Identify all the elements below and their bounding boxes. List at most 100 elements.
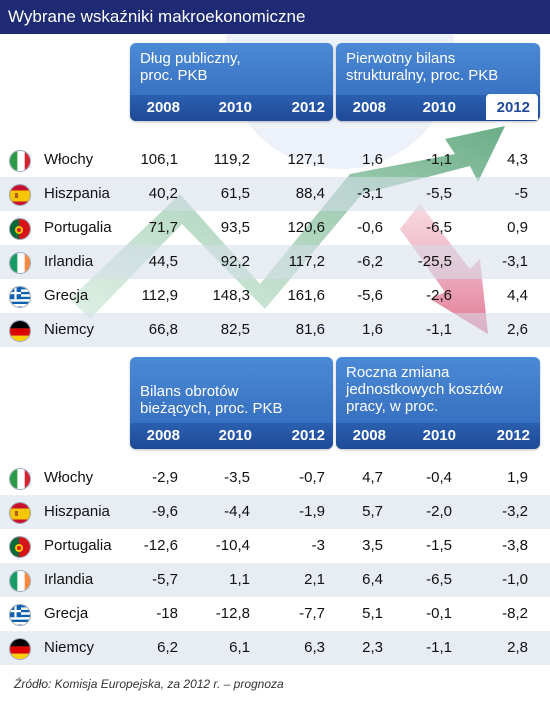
table-cell: 2,6 xyxy=(507,321,528,338)
country-name: Włochy xyxy=(44,469,94,486)
table-cell: 5,7 xyxy=(362,503,383,520)
table-cell: 4,7 xyxy=(362,469,383,486)
table-cell: 66,8 xyxy=(148,321,178,338)
table-row: Grecja 112,9 148,3 161,6 -5,6 -2,6 4,4 xyxy=(0,279,550,313)
table-cell: -0,6 xyxy=(357,219,383,236)
table-cell: 71,7 xyxy=(148,219,178,236)
country-name: Hiszpania xyxy=(44,503,110,520)
country-name: Irlandia xyxy=(44,571,94,588)
table-cell: -4,4 xyxy=(224,503,250,520)
panel-title-line: strukturalny, proc. PKB xyxy=(346,67,499,84)
panel-title-line: Dług publiczny, xyxy=(140,50,241,67)
table-cell: 5,1 xyxy=(362,605,383,622)
page-title: Wybrane wskaźniki makroekonomiczne xyxy=(0,0,550,34)
table-cell: -3,5 xyxy=(224,469,250,486)
table-cell: -3,1 xyxy=(357,185,383,202)
table-row: Grecja -18 -12,8 -7,7 5,1 -0,1 -8,2 xyxy=(0,597,550,631)
table-cell: 92,2 xyxy=(220,253,250,270)
table-cell: 4,4 xyxy=(507,287,528,304)
table-cell: -3 xyxy=(311,537,325,554)
year-label: 2010 xyxy=(218,99,252,116)
panel-title-line: jednostkowych kosztów xyxy=(346,381,503,398)
country-name: Hiszpania xyxy=(44,185,110,202)
gr-flag-icon xyxy=(9,286,31,308)
table-row: Niemcy 6,2 6,1 6,3 2,3 -1,1 2,8 xyxy=(0,631,550,665)
table-row: Irlandia -5,7 1,1 2,1 6,4 -6,5 -1,0 xyxy=(0,563,550,597)
table-cell: -1,1 xyxy=(426,151,452,168)
year-label: 2012 xyxy=(291,427,325,444)
year-label: 2008 xyxy=(146,427,180,444)
table-cell: 6,2 xyxy=(157,639,178,656)
table-cell: 127,1 xyxy=(287,151,325,168)
table-cell: -3,2 xyxy=(502,503,528,520)
panel-header-structural-balance: Pierwotny bilans strukturalny, proc. PKB… xyxy=(336,43,540,121)
year-label: 2012 xyxy=(291,99,325,116)
table-cell: 40,2 xyxy=(148,185,178,202)
table-cell: -9,6 xyxy=(152,503,178,520)
table-cell: 1,6 xyxy=(362,151,383,168)
table-cell: 4,3 xyxy=(507,151,528,168)
country-name: Niemcy xyxy=(44,639,95,656)
table-cell: -7,7 xyxy=(299,605,325,622)
table-cell: 61,5 xyxy=(220,185,250,202)
table-cell: 1,1 xyxy=(229,571,250,588)
table-row: Portugalia -12,6 -10,4 -3 3,5 -1,5 -3,8 xyxy=(0,529,550,563)
pt-flag-icon xyxy=(9,218,31,240)
table-cell: 1,9 xyxy=(507,469,528,486)
year-label: 2010 xyxy=(422,427,456,444)
year-label: 2012 xyxy=(496,99,530,116)
table-cell: 1,6 xyxy=(362,321,383,338)
panel-title-line: Pierwotny bilans xyxy=(346,50,456,67)
country-name: Włochy xyxy=(44,151,94,168)
table-cell: 117,2 xyxy=(288,253,325,270)
it-flag-icon xyxy=(9,150,31,172)
table-cell: 6,1 xyxy=(229,639,250,656)
table-cell: 6,4 xyxy=(362,571,383,588)
table-cell: -10,4 xyxy=(215,537,250,554)
panel-title-line: pracy, w proc. xyxy=(346,398,439,415)
table-cell: -5,7 xyxy=(152,571,178,588)
table-cell: 120,6 xyxy=(287,219,325,236)
year-label: 2008 xyxy=(352,99,386,116)
year-tab-highlight xyxy=(486,94,538,120)
table-cell: 93,5 xyxy=(220,219,250,236)
table-row: Hiszpania -9,6 -4,4 -1,9 5,7 -2,0 -3,2 xyxy=(0,495,550,529)
country-name: Irlandia xyxy=(44,253,94,270)
panel-title-line: bieżących, proc. PKB xyxy=(140,400,283,417)
table-cell: 148,3 xyxy=(212,287,250,304)
table-row: Irlandia 44,5 92,2 117,2 -6,2 -25,5 -3,1 xyxy=(0,245,550,279)
table-cell: -1,9 xyxy=(299,503,325,520)
table-cell: -2,9 xyxy=(152,469,178,486)
table-cell: -1,0 xyxy=(502,571,528,588)
table-cell: -5,5 xyxy=(426,185,452,202)
table-cell: -5 xyxy=(514,185,528,202)
table-row: Portugalia 71,7 93,5 120,6 -0,6 -6,5 0,9 xyxy=(0,211,550,245)
table-cell: -0,7 xyxy=(299,469,325,486)
table-row: Włochy -2,9 -3,5 -0,7 4,7 -0,4 1,9 xyxy=(0,461,550,495)
ie-flag-icon xyxy=(9,252,31,274)
country-name: Niemcy xyxy=(44,321,95,338)
ie-flag-icon xyxy=(9,570,31,592)
panel-header-current-account: Bilans obrotów bieżących, proc. PKB 2008… xyxy=(130,357,333,449)
es-flag-icon xyxy=(9,502,31,524)
table-row: Hiszpania 40,2 61,5 88,4 -3,1 -5,5 -5 xyxy=(0,177,550,211)
table-cell: -6,5 xyxy=(426,219,452,236)
table-cell: -0,4 xyxy=(426,469,452,486)
table-cell: -3,8 xyxy=(502,537,528,554)
table-cell: -0,1 xyxy=(426,605,452,622)
table-cell: 161,6 xyxy=(287,287,325,304)
table-cell: -2,0 xyxy=(426,503,452,520)
table-cell: 2,1 xyxy=(304,571,325,588)
table-cell: -6,5 xyxy=(426,571,452,588)
table-cell: 112,9 xyxy=(141,287,178,304)
table-cell: -1,5 xyxy=(426,537,452,554)
de-flag-icon xyxy=(9,320,31,342)
table-cell: 0,9 xyxy=(507,219,528,236)
table-row: Włochy 106,1 119,2 127,1 1,6 -1,1 4,3 xyxy=(0,143,550,177)
year-label: 2010 xyxy=(422,99,456,116)
country-name: Portugalia xyxy=(44,537,112,554)
it-flag-icon xyxy=(9,468,31,490)
table-cell: -1,1 xyxy=(426,321,452,338)
table-cell: -18 xyxy=(156,605,178,622)
country-name: Grecja xyxy=(44,287,89,304)
